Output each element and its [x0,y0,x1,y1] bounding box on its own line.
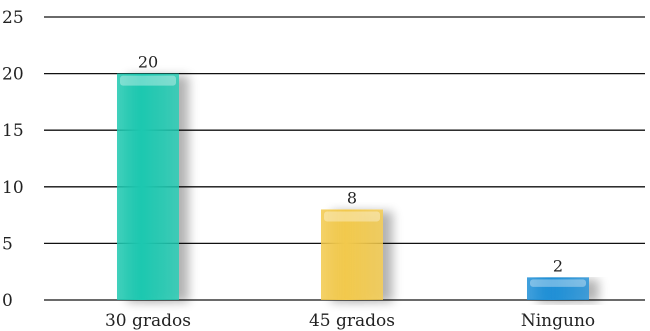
x-axis-ticks: 30 grados 45 grados Ninguno [105,311,595,331]
x-tick-label: 30 grados [105,311,191,331]
bar-highlight [530,279,586,287]
bar-30-grados [117,73,179,300]
y-tick-label: 10 [2,178,24,198]
y-axis-ticks: 0 5 10 15 20 25 [2,8,24,311]
x-tick-label: Ninguno [521,311,595,331]
bar-highlight [120,75,176,86]
y-tick-label: 25 [2,8,24,28]
y-tick-label: 15 [2,121,24,141]
data-label: 8 [347,188,357,207]
y-tick-label: 20 [2,65,24,85]
y-tick-label: 0 [2,291,13,311]
data-label: 20 [138,53,158,72]
bar-45-grados [321,209,383,300]
y-tick-label: 5 [2,234,13,254]
x-tick-label: 45 grados [309,311,395,331]
bars [117,73,589,300]
bar-highlight [324,211,380,222]
data-label: 2 [553,256,563,275]
bar-ninguno [527,277,589,300]
